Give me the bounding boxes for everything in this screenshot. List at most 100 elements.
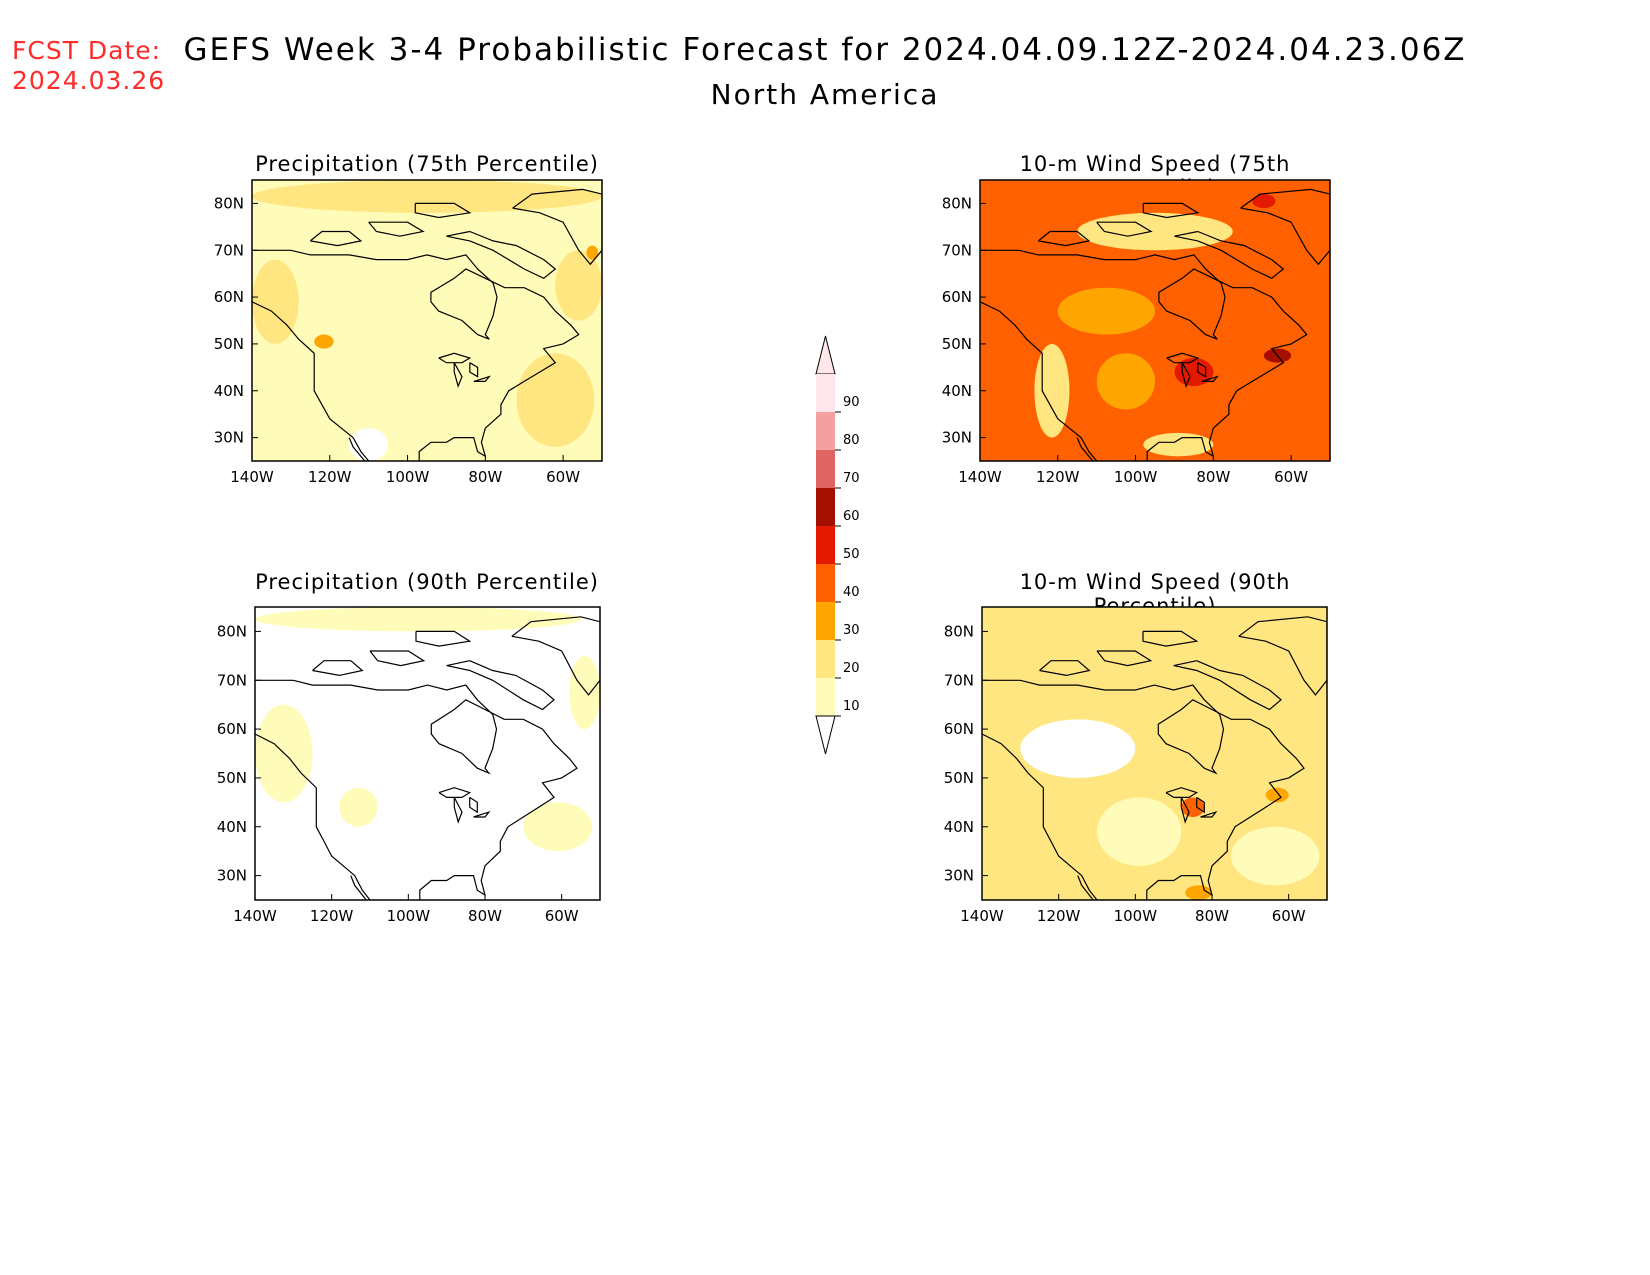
lon-tick-label: 120W: [1036, 468, 1080, 486]
lat-tick-label: 60N: [217, 720, 247, 738]
map-frame: [981, 606, 1328, 901]
great-lake-2: [1197, 362, 1207, 378]
lat-tick-label: 70N: [944, 671, 974, 689]
colorbar-swatch: [816, 678, 835, 716]
great-lake-2: [1196, 796, 1205, 814]
lon-tick-label: 100W: [386, 468, 430, 486]
island-baffin: [446, 230, 557, 280]
lon-tick-label: 100W: [387, 907, 431, 925]
shade-region-arctic-band: [255, 607, 581, 632]
colorbar-swatch: [816, 526, 835, 564]
island-arctic-a: [1037, 230, 1091, 247]
lat-tick-label: 30N: [217, 867, 247, 885]
coastline-west: [980, 301, 1098, 461]
lat-tick-label: 40N: [944, 818, 974, 836]
great-lake-0: [1165, 787, 1199, 798]
lat-tick-label: 50N: [944, 769, 974, 787]
shade-region-great-plains: [1096, 353, 1155, 410]
island-greenland: [1240, 188, 1330, 266]
map-frame: [979, 179, 1331, 462]
lat-tick-label: 30N: [942, 429, 972, 447]
coastline-baja: [1077, 875, 1094, 900]
shade-region-nova-scotia: [1265, 787, 1289, 803]
great-lake-3: [473, 375, 491, 382]
colorbar-swatch: [816, 374, 835, 412]
shade-region-gulf-coast: [1143, 432, 1214, 457]
lat-tick-label: 80N: [944, 622, 974, 640]
lat-tick-label: 50N: [217, 769, 247, 787]
shade-region-florida: [1185, 885, 1212, 900]
island-baffin: [1174, 230, 1285, 280]
fcst-label: FCST Date:: [12, 36, 162, 65]
shade-region-sw-desert-low: [349, 428, 389, 461]
map-wind-75: 140W 120W 100W 80W 60W 30N 40N 50N 60N 70N 80N: [942, 179, 1331, 486]
page-title: GEFS Week 3-4 Probabilistic Forecast for…: [183, 32, 1467, 68]
coastline-north-east: [255, 679, 578, 900]
coastline-north-east: [980, 249, 1308, 461]
great-lake-0: [438, 352, 472, 364]
lon-tick-label: 80W: [1196, 468, 1230, 486]
great-lake-0: [1166, 352, 1200, 364]
shade-region-central-canada: [1057, 287, 1155, 335]
coastline-north-east: [982, 679, 1305, 900]
lat-tick-label: 60N: [942, 288, 972, 306]
shade-region-great-lakes: [1181, 797, 1205, 817]
lon-tick-label: 140W: [960, 907, 1004, 925]
lon-tick-label: 140W: [233, 907, 277, 925]
lon-tick-label: 100W: [1114, 468, 1158, 486]
island-arctic-b: [368, 221, 425, 237]
coastline-west: [982, 733, 1098, 900]
great-lake-3: [1200, 810, 1218, 818]
lat-tick-label: 80N: [214, 194, 244, 212]
lat-tick-label: 30N: [214, 429, 244, 447]
shade-region-interior-west: [1020, 719, 1136, 778]
lon-tick-label: 80W: [1195, 907, 1229, 925]
island-arctic-a: [309, 230, 363, 247]
colorbar-label: 20: [843, 661, 860, 676]
colorbar-label: 70: [843, 471, 860, 486]
shade-region-arctic-band: [252, 180, 602, 213]
colorbar-label: 60: [843, 509, 860, 524]
lon-tick-label: 80W: [468, 468, 502, 486]
shade-region-east-atlantic: [523, 802, 593, 852]
lat-tick-label: 60N: [214, 288, 244, 306]
island-greenland: [511, 616, 600, 696]
colorbar-swatch: [816, 450, 835, 488]
lon-tick-label: 60W: [545, 907, 579, 925]
map-frame: [254, 606, 601, 901]
lat-tick-label: 40N: [217, 818, 247, 836]
lat-tick-label: 40N: [214, 382, 244, 400]
shade-region-gulf-alaska: [252, 259, 299, 344]
island-arctic-c: [1142, 630, 1199, 647]
great-lake-0: [438, 787, 472, 798]
panel-title-precip-75: Precipitation (75th Percentile): [255, 152, 599, 176]
island-arctic-c: [1142, 202, 1200, 219]
colorbar-swatch: [816, 412, 835, 450]
coastline-west: [252, 301, 370, 461]
colorbar-label: 30: [843, 623, 860, 638]
great-lake-1: [1181, 362, 1191, 388]
lat-tick-label: 50N: [942, 335, 972, 353]
coastline-baja: [350, 875, 367, 900]
lat-tick-label: 50N: [214, 335, 244, 353]
great-lake-3: [1201, 375, 1219, 382]
lon-tick-label: 120W: [1037, 907, 1081, 925]
shade-region-pacific-spot: [314, 334, 334, 349]
island-greenland: [1238, 616, 1327, 696]
island-arctic-b: [1096, 650, 1153, 667]
page-subtitle: North America: [710, 78, 940, 111]
colorbar-swatch: [816, 564, 835, 602]
shade-region-atlantic: [1231, 826, 1320, 886]
panel-title-precip-90: Precipitation (90th Percentile): [255, 570, 599, 594]
island-arctic-b: [369, 650, 426, 667]
island-greenland: [512, 188, 602, 266]
map-frame: [251, 179, 603, 462]
colorbar: 10 20 30 40 50 60 70 80 90: [815, 335, 860, 755]
map-precip-75: 140W 120W 100W 80W 60W 30N 40N 50N 60N 70N 80N: [214, 179, 603, 486]
map-wind-90: 140W 120W 100W 80W 60W 30N 40N 50N 60N 70N 80N: [944, 606, 1328, 925]
shade-region-greenland-spot: [1252, 194, 1276, 209]
lat-tick-label: 80N: [942, 194, 972, 212]
shade-region-central-us: [1097, 797, 1182, 866]
shade-region-west-coast-band: [1034, 343, 1070, 438]
island-baffin: [1173, 660, 1282, 711]
